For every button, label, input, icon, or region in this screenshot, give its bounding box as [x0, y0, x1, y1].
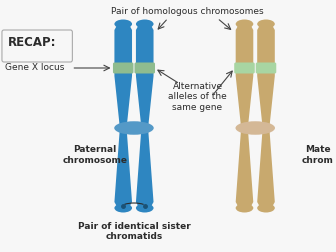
Text: RECAP:: RECAP: — [8, 37, 56, 49]
Ellipse shape — [136, 204, 154, 212]
Polygon shape — [115, 128, 132, 210]
Text: Gene X locus: Gene X locus — [5, 64, 64, 73]
FancyBboxPatch shape — [256, 62, 276, 74]
Ellipse shape — [257, 204, 275, 212]
Ellipse shape — [115, 19, 132, 28]
Text: Paternal
chromosome: Paternal chromosome — [62, 145, 127, 165]
Text: Alternative
alleles of the
same gene: Alternative alleles of the same gene — [168, 82, 227, 112]
Ellipse shape — [115, 204, 132, 212]
Polygon shape — [115, 22, 132, 128]
FancyBboxPatch shape — [134, 62, 155, 74]
Ellipse shape — [114, 121, 154, 135]
Polygon shape — [236, 128, 253, 210]
Polygon shape — [136, 128, 154, 210]
FancyBboxPatch shape — [113, 62, 133, 74]
Polygon shape — [236, 22, 253, 128]
Text: Mate
chrom: Mate chrom — [302, 145, 334, 165]
Polygon shape — [257, 22, 275, 128]
Text: Pair of homologous chromosomes: Pair of homologous chromosomes — [112, 8, 264, 16]
Polygon shape — [136, 22, 154, 128]
Ellipse shape — [236, 204, 253, 212]
Polygon shape — [257, 128, 275, 210]
Ellipse shape — [236, 121, 275, 135]
Ellipse shape — [257, 19, 275, 28]
Ellipse shape — [236, 19, 253, 28]
Ellipse shape — [136, 19, 154, 28]
FancyBboxPatch shape — [234, 62, 255, 74]
Text: Pair of identical sister
chromatids: Pair of identical sister chromatids — [78, 222, 191, 241]
